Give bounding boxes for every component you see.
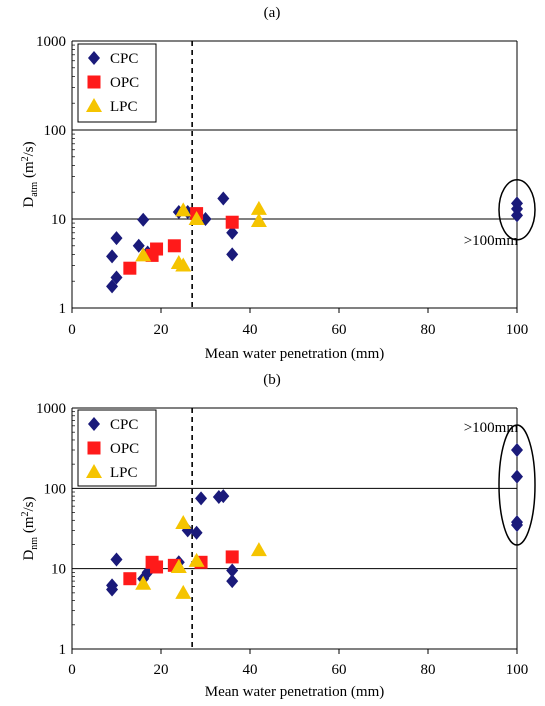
x-tick-label: 0: [68, 662, 76, 678]
data-point-cpc: [137, 212, 150, 227]
data-point-opc: [87, 75, 101, 89]
x-tick-label: 60: [332, 322, 347, 338]
data-point-opc: [167, 239, 181, 253]
data-point-opc: [123, 572, 137, 586]
y-tick-label: 1: [59, 301, 67, 317]
x-tick-label: 80: [421, 322, 436, 338]
data-point-cpc: [110, 231, 123, 246]
data-point-cpc: [511, 443, 523, 458]
x-tick-label: 40: [243, 322, 258, 338]
y-axis-title-part: 2: [20, 156, 31, 161]
y-axis-title: Datm (m2/s): [20, 141, 40, 207]
data-point-opc: [150, 560, 164, 574]
y-axis-title-part: nm: [29, 537, 40, 550]
data-point-lpc: [250, 212, 267, 227]
y-axis-title-part: atm: [29, 182, 40, 197]
highlight-ellipse: [498, 179, 536, 241]
data-point-lpc: [135, 247, 152, 262]
data-point-cpc: [88, 417, 100, 431]
x-tick-label: 20: [154, 322, 169, 338]
data-point-cpc: [226, 574, 239, 589]
data-point-cpc: [217, 191, 230, 206]
data-point-lpc: [175, 257, 192, 272]
y-tick-label: 1000: [36, 401, 66, 417]
y-tick-label: 10: [51, 212, 66, 228]
data-point-cpc: [106, 578, 119, 593]
data-point-cpc: [226, 225, 239, 240]
data-point-opc: [87, 441, 101, 455]
data-point-cpc: [106, 249, 119, 264]
data-point-lpc: [175, 202, 192, 217]
legend-label-cpc: CPC: [110, 417, 138, 433]
data-point-cpc: [226, 247, 239, 262]
data-point-lpc: [188, 211, 205, 225]
data-point-lpc: [188, 552, 205, 567]
x-axis-title: Mean water penetration (mm): [205, 684, 385, 700]
data-point-cpc: [132, 238, 145, 253]
panel-label: (a): [264, 5, 281, 21]
y-tick-label: 100: [44, 481, 67, 497]
x-tick-label: 100: [506, 322, 529, 338]
chart-panel-0: (a) 1 10 100 1000 0 20 40 60 80 100 Mean water pene…: [20, 5, 536, 362]
legend-label-cpc: CPC: [110, 51, 138, 67]
data-point-opc: [225, 550, 239, 564]
x-tick-label: 100: [506, 662, 529, 678]
x-axis-title: Mean water penetration (mm): [205, 346, 385, 362]
data-point-cpc: [226, 563, 239, 578]
data-point-cpc: [511, 469, 523, 484]
data-point-opc: [150, 242, 164, 256]
x-tick-label: 80: [421, 662, 436, 678]
legend-label-lpc: LPC: [110, 99, 138, 115]
y-axis-title-part: (m: [21, 516, 37, 537]
data-point-opc: [123, 261, 137, 275]
annotation-label: >100mm: [464, 420, 519, 436]
data-point-cpc: [110, 270, 123, 285]
y-axis-title-part: 2: [20, 511, 31, 516]
data-point-lpc: [135, 575, 152, 590]
y-tick-label: 100: [44, 123, 67, 139]
data-point-cpc: [106, 279, 119, 294]
y-axis-title: Dnm (m2/s): [20, 496, 40, 560]
x-tick-label: 60: [332, 662, 347, 678]
data-point-cpc: [511, 196, 523, 211]
y-axis-title-part: D: [21, 197, 37, 208]
legend-label-opc: OPC: [110, 441, 139, 457]
data-point-lpc: [175, 515, 192, 530]
chart-panel-1: (b) 1 10 100 1000 0 20 40 60 80 100 Mean water pene…: [20, 372, 536, 700]
y-tick-label: 10: [51, 562, 66, 578]
x-tick-label: 20: [154, 662, 169, 678]
y-tick-label: 1000: [36, 34, 66, 50]
data-point-lpc: [250, 200, 267, 215]
y-tick-label: 1: [59, 642, 67, 658]
legend-label-opc: OPC: [110, 75, 139, 91]
data-point-cpc: [217, 489, 230, 504]
x-tick-label: 40: [243, 662, 258, 678]
data-point-lpc: [250, 542, 267, 557]
data-point-cpc: [195, 491, 208, 506]
data-point-lpc: [170, 558, 187, 573]
data-point-lpc: [175, 584, 192, 599]
data-point-lpc: [86, 464, 102, 478]
data-point-cpc: [511, 515, 523, 530]
data-point-opc: [225, 215, 239, 229]
highlight-ellipse: [498, 424, 536, 546]
y-axis-title-part: (m: [21, 161, 37, 182]
data-point-lpc: [86, 98, 102, 112]
annotation-label: >100mm: [464, 233, 519, 249]
data-point-cpc: [190, 525, 203, 540]
legend-label-lpc: LPC: [110, 465, 138, 481]
panel-label: (b): [263, 372, 281, 388]
y-axis-title-part: /s): [21, 141, 37, 156]
y-axis-title-part: D: [21, 550, 37, 561]
data-point-cpc: [110, 552, 123, 567]
x-tick-label: 0: [68, 322, 76, 338]
data-point-cpc: [88, 51, 100, 65]
y-axis-title-part: /s): [21, 496, 37, 511]
